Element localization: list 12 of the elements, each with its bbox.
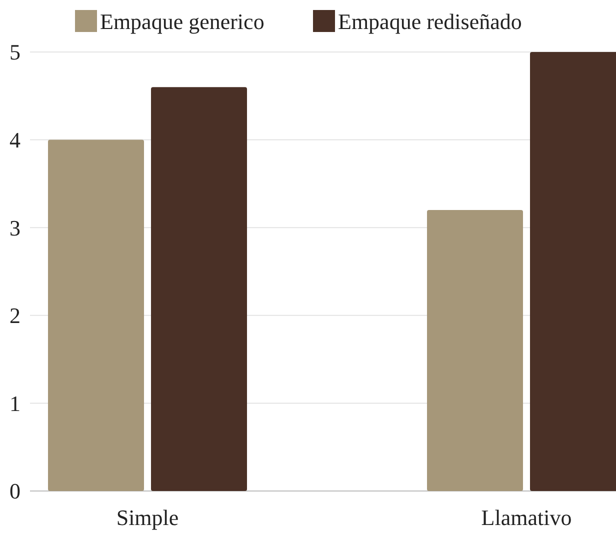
x-tick-label: Llamativo xyxy=(481,505,572,530)
legend-label: Empaque generico xyxy=(100,9,264,34)
bar xyxy=(48,140,144,491)
y-tick-label: 3 xyxy=(10,215,20,240)
y-tick-label: 1 xyxy=(10,390,20,416)
x-tick-label: Simple xyxy=(116,505,179,530)
y-tick-label: 0 xyxy=(10,478,20,504)
y-tick-label: 2 xyxy=(10,303,20,328)
y-tick-label: 4 xyxy=(10,128,20,152)
legend-label: Empaque rediseñado xyxy=(338,9,522,34)
bar xyxy=(427,210,523,491)
y-tick-label: 5 xyxy=(10,40,20,65)
